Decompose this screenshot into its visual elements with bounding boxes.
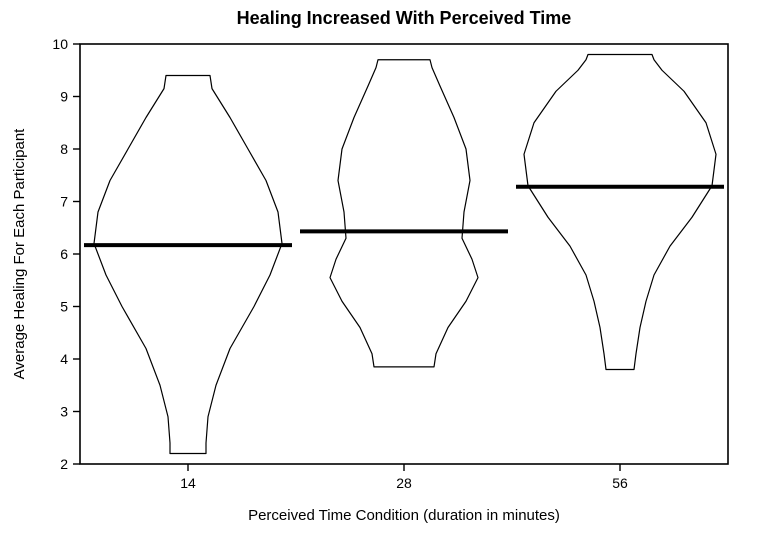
x-axis-label: Perceived Time Condition (duration in mi… [248,507,560,524]
chart-title: Healing Increased With Perceived Time [237,8,572,28]
x-tick-label: 28 [396,475,412,491]
y-axis-label: Average Healing For Each Participant [11,128,28,380]
y-tick-label: 2 [60,456,68,472]
y-tick-label: 6 [60,246,68,262]
violin-chart: 2345678910142856Healing Increased With P… [0,0,768,535]
y-tick-label: 9 [60,89,68,105]
y-tick-label: 8 [60,141,68,157]
chart-svg: 2345678910142856Healing Increased With P… [0,0,768,535]
y-tick-label: 3 [60,404,68,420]
y-tick-label: 7 [60,194,68,210]
y-tick-label: 5 [60,299,68,315]
x-tick-label: 14 [180,475,196,491]
chart-bg [0,0,768,535]
y-tick-label: 10 [52,36,68,52]
y-tick-label: 4 [60,351,68,367]
x-tick-label: 56 [612,475,628,491]
